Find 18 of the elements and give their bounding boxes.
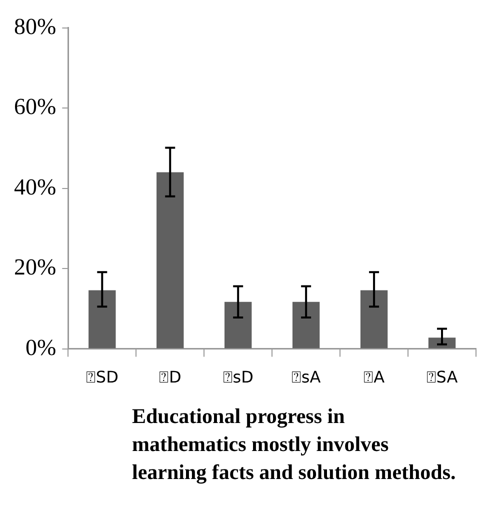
y-tick-label: 40% [14, 174, 56, 200]
text: Educational progress in mathematics mostly involves learning facts and solution methods. [132, 403, 457, 486]
x-tick-label: ⍰SD [86, 368, 118, 387]
x-tick-label: ⍰D [158, 368, 182, 387]
bar [224, 302, 252, 348]
bar [88, 290, 116, 348]
y-tick-label: 0% [25, 334, 56, 360]
x-tick-label: ⍰sA [291, 368, 321, 387]
x-tick-label: ⍰SA [426, 368, 458, 387]
bar [156, 172, 184, 348]
bar [292, 302, 320, 348]
x-tick-label: ⍰A [364, 368, 385, 387]
bar [360, 290, 388, 348]
y-tick-label: 20% [14, 254, 56, 280]
y-tick-label: 80% [14, 14, 56, 39]
x-tick-label: ⍰sD [222, 368, 254, 387]
bar [428, 338, 456, 348]
y-tick-label: 60% [14, 94, 56, 120]
